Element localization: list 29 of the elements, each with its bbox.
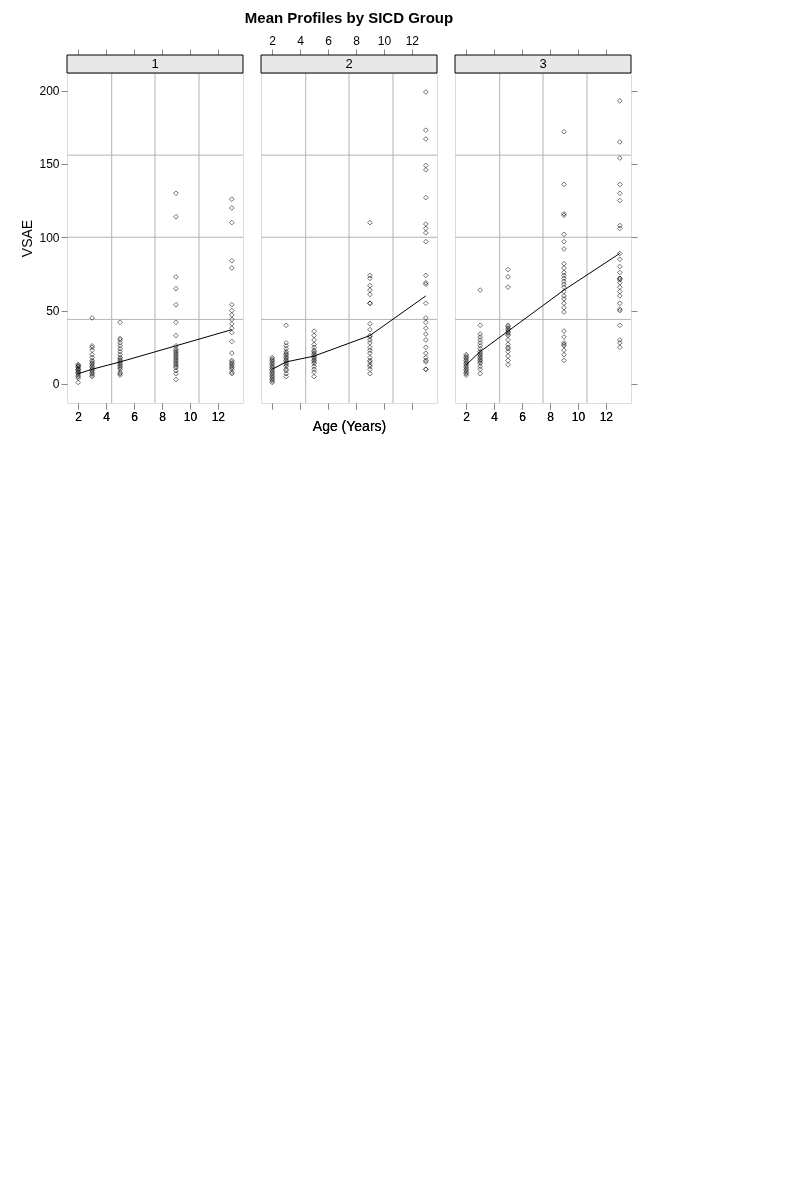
chart-subtitle: 3 <box>539 56 547 71</box>
chart-subtitle: 2 <box>345 56 353 71</box>
y-tick-label: 100 <box>39 230 60 245</box>
x-tick-label: 10 <box>183 409 198 424</box>
x-axis-title: Age (Years) <box>312 418 387 434</box>
x-tick-label: 10 <box>571 409 586 424</box>
chart-title: Mean Profiles by SICD Group <box>244 9 454 26</box>
x-tick-label: 4 <box>103 409 111 424</box>
x-tick-label: 2 <box>463 409 471 424</box>
x-tick-label: 12 <box>599 409 614 424</box>
x-tick-label: 6 <box>325 33 333 48</box>
y-tick-label: 150 <box>39 157 60 172</box>
x-tick-label: 4 <box>297 33 305 48</box>
x-tick-label: 6 <box>131 409 139 424</box>
x-tick-label: 4 <box>491 409 499 424</box>
x-tick-label: 10 <box>377 33 392 48</box>
x-tick-label: 8 <box>159 409 167 424</box>
x-tick-label: 12 <box>405 33 420 48</box>
y-tick-label: 50 <box>46 304 60 319</box>
x-tick-label: 6 <box>519 409 527 424</box>
y-tick-label: 0 <box>52 377 60 392</box>
chart-subtitle: 1 <box>151 56 159 71</box>
y-axis-title: VSAE <box>19 219 36 258</box>
x-tick-label: 8 <box>547 409 555 424</box>
x-tick-label: 2 <box>269 33 277 48</box>
x-tick-label: 12 <box>211 409 226 424</box>
x-tick-label: 8 <box>353 33 361 48</box>
y-tick-label: 200 <box>39 84 60 99</box>
x-tick-label: 2 <box>75 409 83 424</box>
